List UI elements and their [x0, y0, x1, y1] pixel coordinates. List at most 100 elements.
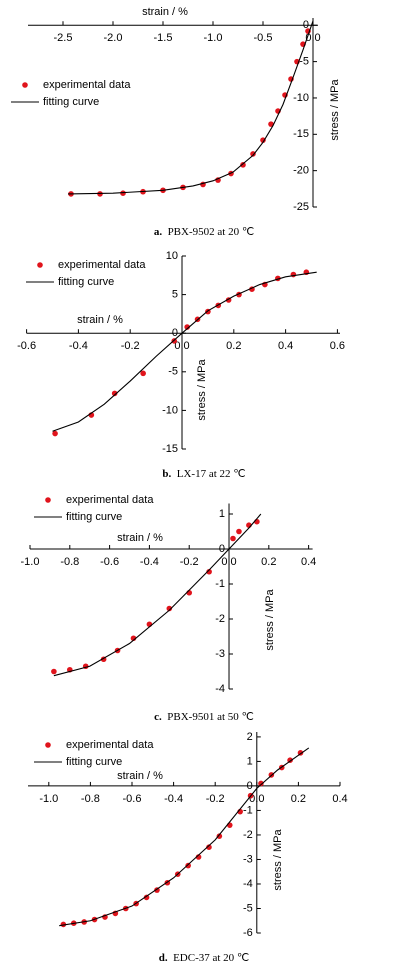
y-tick-label: -4: [215, 683, 225, 695]
y-tick-label: 5: [172, 289, 178, 301]
x-tick-label: -0.2: [206, 793, 225, 805]
y-tick-label: 10: [166, 250, 178, 262]
data-point: [236, 528, 242, 535]
y-tick-label: -15: [162, 443, 178, 455]
data-point: [260, 137, 266, 143]
y-tick-label: -3: [215, 648, 225, 660]
data-point: [166, 605, 173, 612]
legend-marker: [45, 497, 51, 503]
data-point: [51, 668, 57, 675]
x-tick-label: -0.8: [60, 556, 79, 568]
x-tick-label: 0.0: [305, 32, 320, 44]
y-tick-label: 0: [247, 780, 253, 792]
caption: d. EDC-37 at 20 ℃: [159, 952, 250, 964]
y-tick-label: -4: [243, 878, 253, 890]
legend-label: fitting curve: [43, 96, 99, 108]
x-tick-label: 0.6: [330, 340, 345, 352]
chart-panel: -1.0 -0.8 -0.6 -0.4 -0.2 0.0 0.2 0.4 -4 -3 -2 -1 0 1 s…: [21, 494, 317, 723]
x-axis-label: strain / %: [117, 532, 163, 544]
y-axis-label: stress / MPa: [196, 359, 208, 421]
data-point: [206, 844, 212, 851]
x-tick-label: -0.4: [140, 556, 159, 568]
x-tick-label: 0.4: [332, 793, 347, 805]
y-tick-label: -15: [293, 128, 309, 140]
x-axis-label: strain / %: [142, 6, 188, 18]
y-axis-label: stress / MPa: [264, 589, 276, 651]
x-axis-label: strain / %: [77, 314, 123, 326]
x-tick-label: 0.4: [278, 340, 293, 352]
x-tick-label: -0.4: [164, 793, 183, 805]
y-tick-label: -3: [243, 853, 253, 865]
x-tick-label: 0.2: [261, 556, 276, 568]
fit-line: [52, 271, 317, 432]
x-tick-label: -1.0: [204, 32, 223, 44]
x-tick-label: 0.4: [301, 556, 316, 568]
x-tick-label: -1.0: [39, 793, 58, 805]
caption-panel: d.: [159, 952, 168, 964]
data-point: [140, 370, 146, 377]
caption-panel: a.: [154, 226, 163, 238]
y-tick-label: 1: [219, 508, 225, 520]
legend-label: fitting curve: [66, 511, 122, 523]
data-point: [258, 780, 264, 787]
legend-label: experimental data: [66, 494, 154, 506]
y-tick-label: -20: [293, 165, 309, 177]
caption: c. PBX-9501 at 50 ℃: [154, 711, 254, 723]
y-tick-label: -10: [162, 404, 178, 416]
x-tick-label: -0.8: [81, 793, 100, 805]
data-point: [206, 568, 212, 575]
chart-panel: -2.5 -2.0 -1.5 -1.0 -0.5 0.0 -25 -20 -15 -10 -5 0 st…: [11, 6, 341, 238]
x-tick-label: 0.0: [221, 556, 236, 568]
x-tick-label: -0.2: [180, 556, 199, 568]
legend-label: fitting curve: [58, 276, 114, 288]
y-tick-label: 0: [172, 327, 178, 339]
x-tick-label: -0.2: [121, 340, 140, 352]
x-tick-label: 0.2: [226, 340, 241, 352]
x-axis-label: strain / %: [117, 770, 163, 782]
caption-title: LX-17 at 22 ℃: [177, 468, 246, 480]
x-tick-label: 0.0: [174, 340, 189, 352]
legend-label: experimental data: [58, 259, 146, 271]
caption-panel: b.: [162, 468, 171, 480]
caption-panel: c.: [154, 711, 162, 723]
legend-marker: [22, 82, 28, 88]
y-tick-label: -5: [299, 56, 309, 68]
y-tick-label: -5: [168, 366, 178, 378]
x-tick-label: -2.5: [54, 32, 73, 44]
data-point: [120, 190, 126, 196]
data-point: [250, 151, 256, 157]
x-tick-label: 0.2: [291, 793, 306, 805]
chart-panel: -0.6 -0.4 -0.2 0.0 0.2 0.4 0.6 -15 -10 -5 0 5 10 stra…: [17, 250, 345, 480]
y-axis-label: stress / MPa: [272, 829, 284, 891]
x-tick-label: -0.6: [123, 793, 142, 805]
data-point: [230, 535, 236, 542]
y-tick-label: -10: [293, 92, 309, 104]
y-tick-label: -1: [215, 578, 225, 590]
caption-title: PBX-9502 at 20 ℃: [168, 226, 255, 238]
data-point: [216, 833, 223, 839]
x-tick-label: -0.4: [69, 340, 88, 352]
y-axis-label: stress / MPa: [329, 79, 341, 141]
data-point: [184, 324, 190, 330]
data-point: [111, 390, 118, 397]
data-point: [143, 894, 150, 901]
x-tick-label: -2.0: [104, 32, 123, 44]
legend-label: experimental data: [66, 739, 154, 751]
caption: b. LX-17 at 22 ℃: [162, 468, 245, 480]
y-tick-label: 0: [219, 543, 225, 555]
fit-line: [59, 747, 310, 927]
data-point: [52, 430, 58, 437]
x-tick-label: -0.6: [100, 556, 119, 568]
x-tick-label: -1.5: [154, 32, 173, 44]
x-tick-label: -0.5: [254, 32, 273, 44]
legend-label: fitting curve: [66, 756, 122, 768]
data-point: [226, 822, 233, 828]
y-tick-label: 2: [247, 731, 253, 743]
data-point: [60, 921, 67, 928]
caption-title: EDC-37 at 20 ℃: [173, 952, 249, 964]
legend-marker: [37, 262, 43, 268]
y-tick-label: 0: [303, 19, 309, 31]
fit-line: [53, 513, 262, 677]
fit-line: [67, 20, 314, 195]
chart-panel: -1.0 -0.8 -0.6 -0.4 -0.2 0.0 0.2 0.4-6-5-4-3-2-…: [28, 731, 348, 964]
